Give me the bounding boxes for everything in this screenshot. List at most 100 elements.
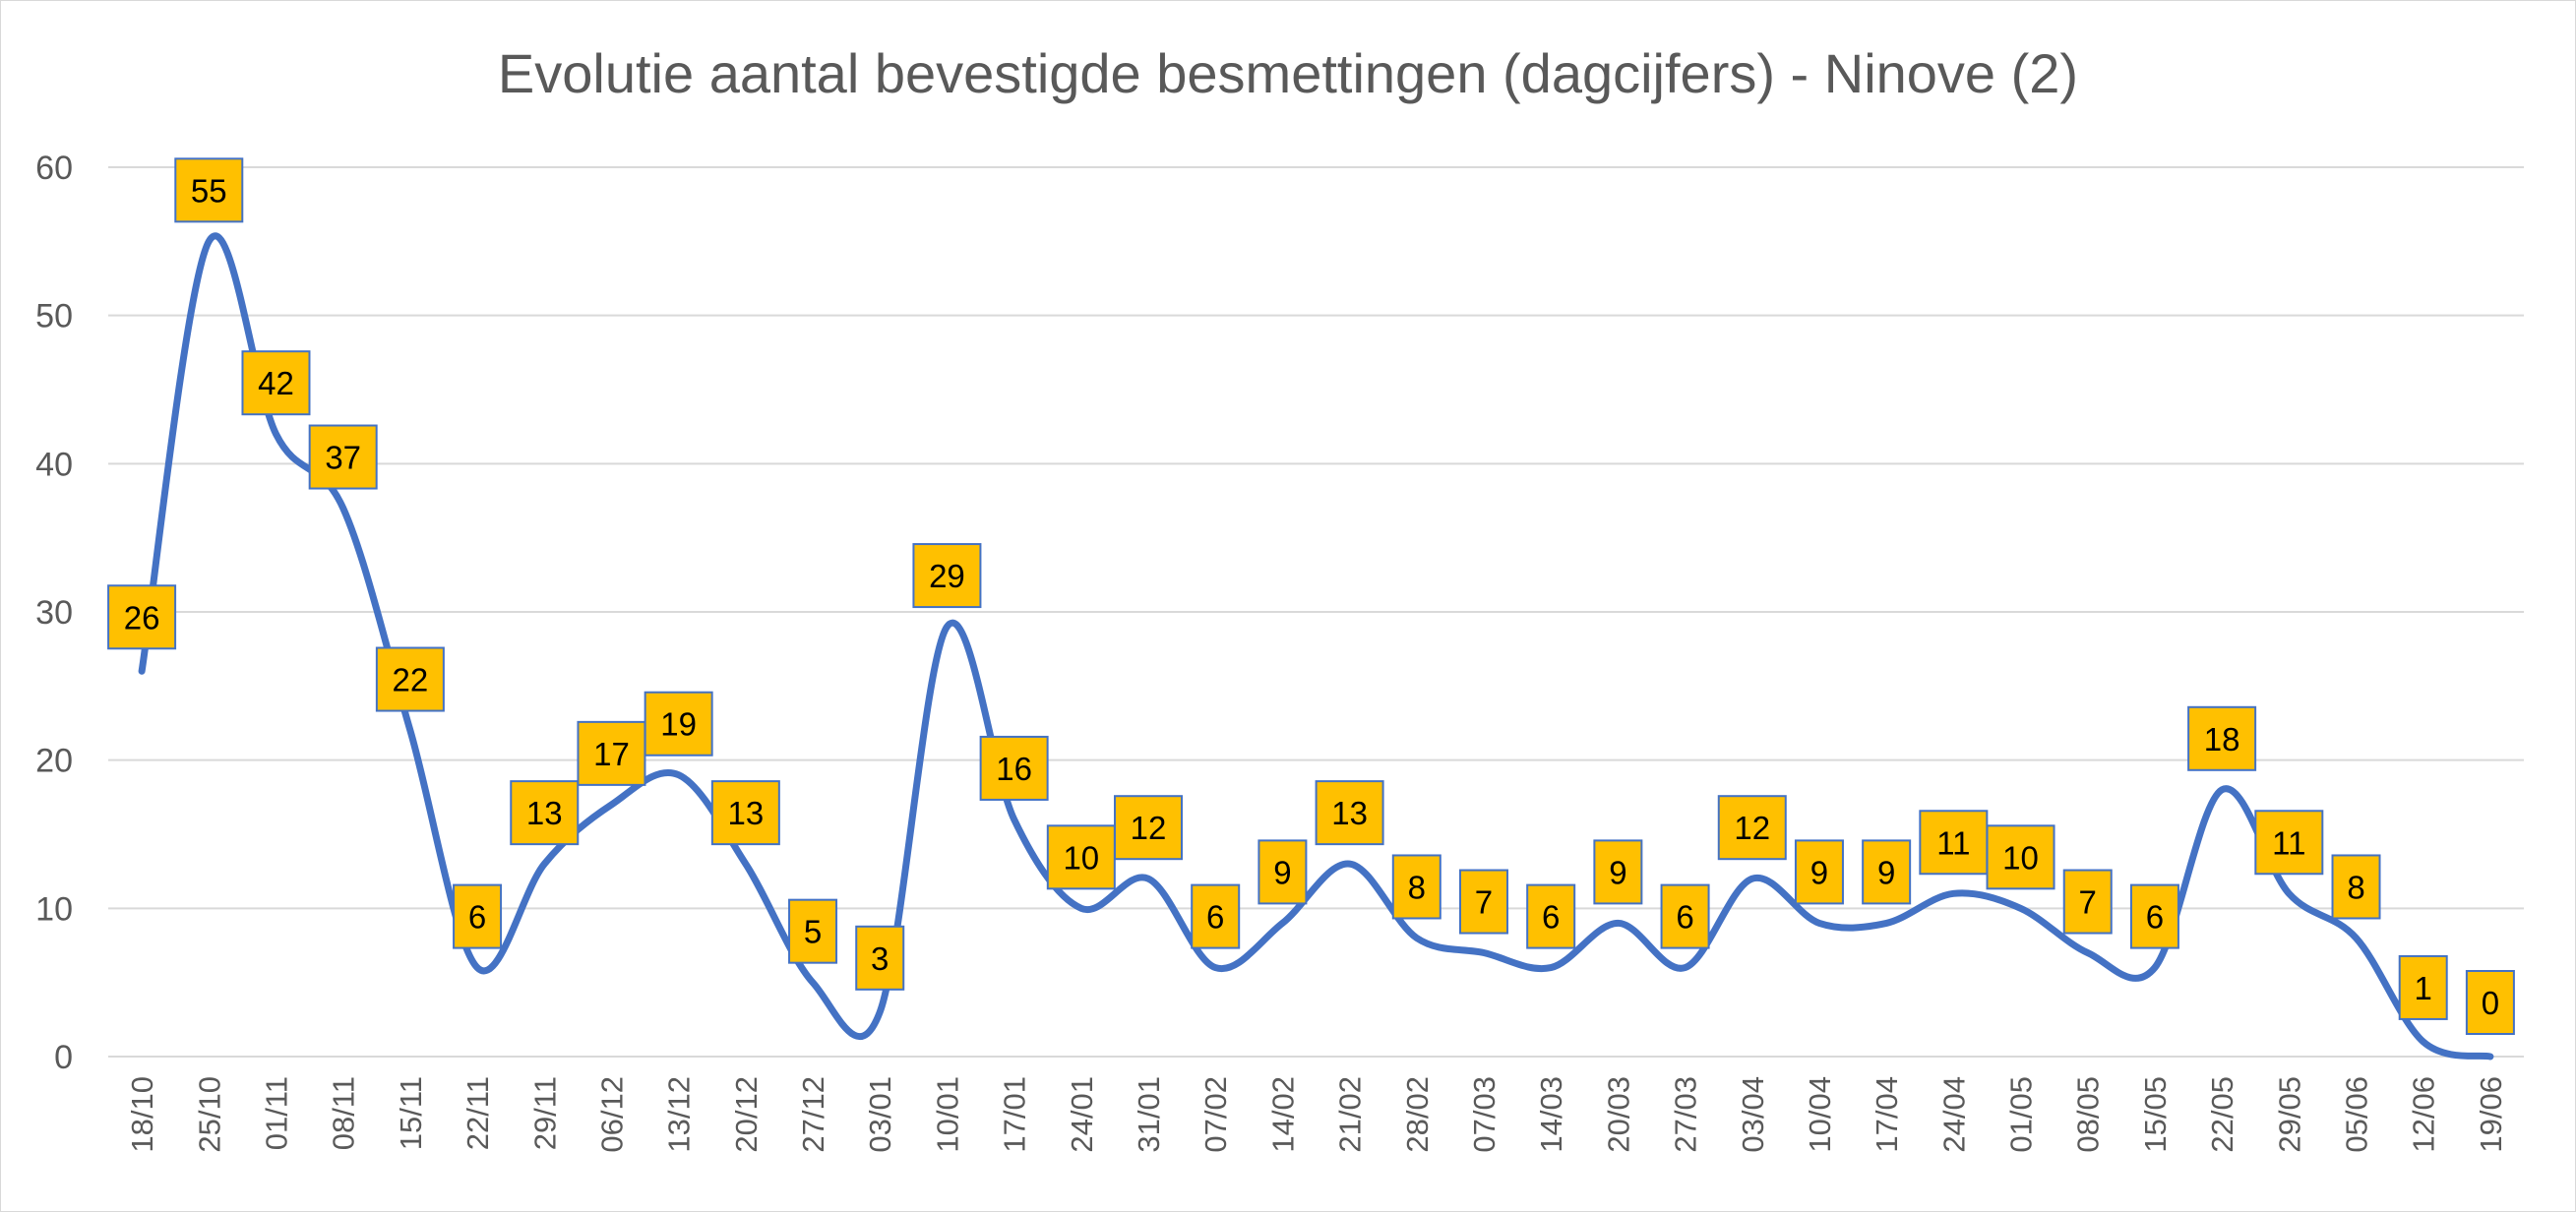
data-label: 17 (577, 720, 646, 786)
x-tick-label: 28/02 (1400, 1076, 1435, 1153)
data-label: 6 (1660, 883, 1710, 949)
x-tick-label: 24/01 (1065, 1076, 1099, 1153)
data-label: 10 (1046, 824, 1116, 890)
data-label: 22 (375, 646, 445, 712)
svg-text:9: 9 (1609, 854, 1626, 890)
x-tick-label: 01/11 (259, 1076, 293, 1150)
data-label: 12 (1717, 795, 1787, 861)
svg-text:9: 9 (1877, 854, 1895, 890)
data-label: 6 (1191, 883, 1241, 949)
x-tick-label: 22/05 (2205, 1076, 2239, 1153)
svg-text:8: 8 (1408, 869, 1426, 905)
data-label: 42 (241, 350, 311, 416)
svg-text:19: 19 (660, 706, 697, 743)
data-label: 7 (2062, 869, 2113, 935)
data-label: 13 (1315, 780, 1384, 846)
svg-text:13: 13 (1331, 795, 1368, 831)
data-label: 37 (308, 424, 378, 490)
data-label: 9 (1257, 839, 1308, 905)
y-tick-label: 60 (35, 150, 73, 187)
chart-title: Evolutie aantal bevestigde besmettingen … (498, 42, 2078, 104)
data-label: 13 (710, 780, 780, 846)
svg-text:37: 37 (325, 440, 361, 476)
x-tick-label: 03/04 (1736, 1076, 1770, 1153)
x-tick-label: 24/04 (1936, 1076, 1971, 1153)
svg-text:10: 10 (1063, 839, 1099, 876)
y-tick-label: 20 (35, 743, 73, 780)
x-tick-label: 20/12 (729, 1076, 764, 1153)
x-tick-label: 21/02 (1333, 1076, 1368, 1153)
x-tick-label: 18/10 (125, 1076, 159, 1153)
data-label: 8 (2331, 854, 2381, 920)
x-tick-label: 03/01 (863, 1076, 897, 1153)
x-tick-label: 25/10 (192, 1076, 226, 1153)
x-tick-label: 10/01 (930, 1076, 964, 1153)
x-tick-label: 17/04 (1870, 1076, 1904, 1153)
data-label: 1 (2398, 954, 2448, 1020)
data-label: 9 (1794, 839, 1844, 905)
svg-text:42: 42 (258, 365, 294, 401)
data-label: 3 (855, 925, 905, 991)
svg-text:0: 0 (2482, 985, 2499, 1021)
svg-text:13: 13 (727, 795, 764, 831)
svg-text:55: 55 (191, 172, 227, 209)
x-tick-label: 13/12 (662, 1076, 697, 1153)
data-label: 7 (1458, 869, 1508, 935)
x-tick-label: 10/04 (1803, 1076, 1837, 1153)
x-tick-label: 05/06 (2340, 1076, 2374, 1153)
svg-text:11: 11 (1936, 824, 1970, 861)
svg-text:12: 12 (1131, 810, 1167, 846)
data-label: 13 (510, 780, 580, 846)
svg-text:7: 7 (1475, 884, 1493, 921)
data-label: 6 (2129, 883, 2179, 949)
svg-text:6: 6 (468, 899, 486, 936)
x-tick-label: 20/03 (1601, 1076, 1635, 1153)
y-axis-ticks: 0 10 20 30 40 50 60 (35, 150, 73, 1076)
svg-text:8: 8 (2347, 869, 2364, 905)
svg-text:6: 6 (2146, 899, 2164, 936)
data-label: 10 (1986, 824, 2055, 890)
svg-text:29: 29 (929, 558, 965, 594)
series-line (138, 232, 2494, 1060)
x-tick-label: 29/11 (527, 1076, 562, 1150)
x-tick-label: 08/05 (2071, 1076, 2106, 1153)
x-tick-label: 14/03 (1534, 1076, 1568, 1153)
x-tick-label: 22/11 (460, 1076, 495, 1150)
x-tick-label: 07/03 (1467, 1076, 1502, 1153)
svg-text:7: 7 (2079, 884, 2097, 921)
x-tick-label: 29/05 (2272, 1076, 2306, 1153)
data-label: 16 (979, 735, 1049, 801)
data-label: 12 (1114, 795, 1184, 861)
y-tick-label: 0 (54, 1039, 73, 1076)
x-tick-label: 06/12 (594, 1076, 629, 1153)
svg-text:1: 1 (2415, 970, 2432, 1006)
data-label: 55 (174, 157, 244, 223)
y-tick-label: 40 (35, 446, 73, 483)
svg-text:22: 22 (393, 662, 429, 698)
data-label: 11 (1919, 810, 1989, 876)
y-tick-label: 10 (35, 890, 73, 928)
data-label: 6 (453, 883, 503, 949)
svg-text:16: 16 (996, 751, 1032, 787)
y-tick-label: 50 (35, 298, 73, 335)
x-tick-label: 12/06 (2407, 1076, 2441, 1153)
data-label: 29 (912, 543, 982, 609)
x-tick-label: 08/11 (327, 1076, 361, 1150)
svg-text:9: 9 (1810, 854, 1828, 890)
svg-text:9: 9 (1273, 854, 1291, 890)
data-label: 9 (1862, 839, 1912, 905)
svg-text:6: 6 (1542, 899, 1560, 936)
x-tick-label: 15/11 (394, 1076, 428, 1150)
gridlines (108, 166, 2524, 1058)
data-label: 6 (1526, 883, 1576, 949)
x-tick-label: 27/03 (1669, 1076, 1703, 1153)
svg-text:6: 6 (1676, 899, 1693, 936)
data-label: 18 (2187, 705, 2257, 771)
x-axis-ticks: 18/10 25/10 01/11 08/11 15/11 22/11 29/11 06/12… (125, 1076, 2508, 1153)
x-tick-label: 27/12 (796, 1076, 830, 1153)
data-label: 8 (1391, 854, 1441, 920)
data-label: 19 (644, 691, 713, 757)
svg-text:13: 13 (526, 795, 563, 831)
